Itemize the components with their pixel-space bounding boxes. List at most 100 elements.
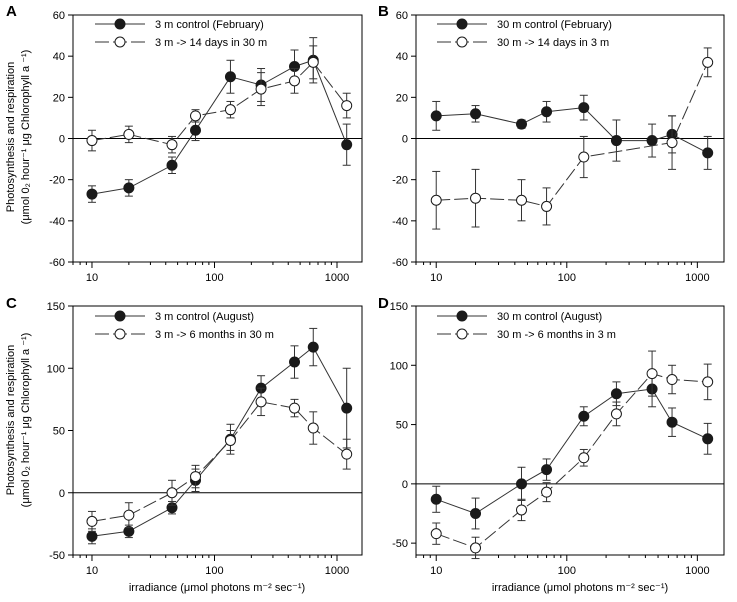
y-tick-label: 60: [53, 10, 65, 22]
y-tick-label: 0: [402, 479, 408, 491]
data-point: [516, 478, 528, 490]
data-point: [255, 83, 267, 95]
legend-marker: [456, 18, 468, 30]
data-point: [610, 135, 622, 147]
series-filled: [430, 370, 714, 530]
legend-label: 3 m -> 14 days in 30 m: [155, 37, 267, 49]
y-tick-label: 0: [59, 134, 65, 146]
y-tick-label: 40: [53, 51, 65, 63]
data-point: [166, 159, 178, 171]
data-point: [341, 139, 353, 151]
series-line: [91, 59, 348, 195]
data-point: [702, 433, 714, 445]
y-tick-label: 0: [402, 134, 408, 146]
data-point: [123, 509, 135, 521]
panel-d: D -50 0 50 100 150 10 100 1000 30 m control (Augu…: [378, 295, 725, 577]
y-tick-label: 150: [390, 301, 408, 313]
legend-label: 30 m -> 14 days in 3 m: [497, 37, 609, 49]
data-point: [341, 100, 353, 112]
x-tick-label: 1000: [685, 272, 709, 284]
series-line: [91, 401, 348, 522]
legend-label: 30 m control (February): [497, 19, 612, 31]
x-tick-label: 10: [430, 565, 442, 577]
data-point: [289, 356, 301, 368]
series-line: [91, 346, 348, 537]
data-point: [123, 128, 135, 140]
legend-marker: [114, 18, 126, 30]
y-tick-label: 20: [53, 92, 65, 104]
x-tick-label: 100: [558, 565, 576, 577]
data-point: [702, 56, 714, 68]
data-point: [289, 402, 301, 414]
data-point: [123, 182, 135, 194]
data-point: [578, 102, 590, 114]
y-tick-label: 100: [47, 363, 65, 375]
series-filled: [430, 94, 714, 170]
data-point: [578, 151, 590, 163]
series-open: [430, 350, 714, 560]
data-point: [289, 75, 301, 87]
y-tick-label: 150: [47, 301, 65, 313]
legend-label: 30 m -> 6 months in 3 m: [497, 329, 616, 341]
panel-letter: C: [6, 295, 17, 312]
panel-b: B -60 -40 -20 0 20 40 60 10 100 1000 30 m control (…: [378, 3, 725, 284]
data-point: [86, 135, 98, 147]
data-point: [224, 71, 236, 83]
y-tick-label: 50: [396, 420, 408, 432]
x-tick-label: 1000: [325, 565, 349, 577]
data-point: [430, 110, 442, 122]
series-line: [436, 373, 708, 549]
data-point: [541, 200, 553, 212]
y-tick-label: -20: [49, 175, 65, 187]
legend-marker: [114, 310, 126, 322]
data-point: [541, 106, 553, 118]
y-tick-label: 50: [53, 426, 65, 438]
y-axis-title-top-line1: Photosynthesis and respiration: [5, 62, 17, 212]
data-point: [610, 388, 622, 400]
data-point: [646, 368, 658, 380]
data-point: [341, 448, 353, 460]
legend-label: 3 m -> 6 months in 30 m: [155, 329, 274, 341]
data-point: [307, 341, 319, 353]
data-point: [224, 434, 236, 446]
legend-label: 3 m control (August): [155, 311, 254, 323]
data-point: [224, 104, 236, 116]
y-tick-label: 40: [396, 51, 408, 63]
data-point: [307, 422, 319, 434]
series-open: [86, 387, 353, 532]
y-tick-label: 60: [396, 10, 408, 22]
panel-c: C -50 0 50 100 150 10 100 1000 3 m control (Augus…: [6, 295, 363, 577]
panel-a: A -60 -40 -20 0 20 40 60 10 100 1000 3 m control (F…: [6, 3, 363, 284]
legend-label: 3 m control (February): [155, 19, 264, 31]
data-point: [166, 139, 178, 151]
legend-marker: [114, 36, 126, 48]
y-tick-label: -50: [392, 538, 408, 550]
y-tick-label: 0: [59, 488, 65, 500]
data-point: [666, 416, 678, 428]
data-point: [86, 530, 98, 542]
y-axis-title-top-line2: (μmol 0₂ hour⁻¹ μg Chlorophyll a ⁻¹): [20, 50, 32, 225]
y-axis-title-bottom-line2: (μmol 0₂ hour⁻¹ μg Chlorophyll a ⁻¹): [20, 333, 32, 508]
x-tick-label: 100: [558, 272, 576, 284]
x-tick-label: 100: [205, 272, 223, 284]
series-line: [436, 388, 708, 515]
x-tick-label: 1000: [325, 272, 349, 284]
legend-marker: [456, 310, 468, 322]
y-tick-label: -50: [49, 550, 65, 562]
data-point: [666, 137, 678, 149]
data-point: [255, 396, 267, 408]
y-tick-label: -20: [392, 175, 408, 187]
legend-label: 30 m control (August): [497, 311, 602, 323]
data-point: [516, 194, 528, 206]
data-point: [86, 188, 98, 200]
y-tick-label: 20: [396, 92, 408, 104]
data-point: [470, 542, 482, 554]
y-tick-label: 100: [390, 360, 408, 372]
x-tick-label: 10: [430, 272, 442, 284]
data-point: [430, 194, 442, 206]
data-point: [516, 504, 528, 516]
series-open: [430, 47, 714, 230]
panel-letter: A: [6, 3, 17, 20]
data-point: [470, 508, 482, 519]
